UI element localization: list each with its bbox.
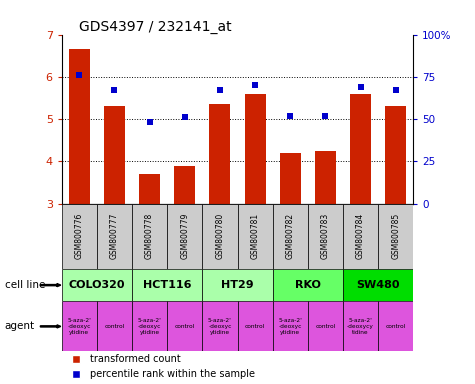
Text: GSM800780: GSM800780: [216, 213, 224, 259]
Text: 5-aza-2'
-deoxyc
ytidine: 5-aza-2' -deoxyc ytidine: [67, 318, 91, 335]
Bar: [174, 166, 195, 204]
Legend: transformed count, percentile rank within the sample: transformed count, percentile rank withi…: [66, 354, 255, 379]
Bar: [62, 204, 97, 269]
Text: GSM800776: GSM800776: [75, 213, 84, 259]
Bar: [308, 301, 343, 351]
Text: 5-aza-2'
-deoxyc
ytidine: 5-aza-2' -deoxyc ytidine: [208, 318, 232, 335]
Bar: [343, 301, 378, 351]
Bar: [97, 301, 132, 351]
Text: control: control: [386, 324, 406, 329]
Text: GSM800779: GSM800779: [180, 213, 189, 259]
Bar: [132, 269, 202, 301]
Text: control: control: [175, 324, 195, 329]
Bar: [308, 204, 343, 269]
Text: control: control: [245, 324, 265, 329]
Bar: [104, 106, 125, 204]
Bar: [273, 269, 343, 301]
Bar: [343, 269, 413, 301]
Bar: [202, 301, 238, 351]
Bar: [62, 301, 97, 351]
Bar: [167, 301, 202, 351]
Text: control: control: [104, 324, 124, 329]
Text: GSM800784: GSM800784: [356, 213, 365, 259]
Bar: [378, 301, 413, 351]
Bar: [315, 151, 336, 204]
Bar: [139, 174, 160, 204]
Text: GSM800777: GSM800777: [110, 213, 119, 259]
Bar: [273, 301, 308, 351]
Bar: [202, 269, 273, 301]
Bar: [62, 269, 132, 301]
Bar: [378, 204, 413, 269]
Text: 5-aza-2'
-deoxycy
tidine: 5-aza-2' -deoxycy tidine: [347, 318, 374, 335]
Bar: [238, 204, 273, 269]
Text: GSM800778: GSM800778: [145, 213, 154, 259]
Bar: [132, 301, 167, 351]
Bar: [132, 204, 167, 269]
Text: GSM800781: GSM800781: [251, 213, 259, 259]
Bar: [69, 50, 90, 204]
Bar: [202, 204, 238, 269]
Text: HCT116: HCT116: [143, 280, 191, 290]
Text: agent: agent: [5, 321, 35, 331]
Bar: [238, 301, 273, 351]
Text: GSM800783: GSM800783: [321, 213, 330, 259]
Text: GDS4397 / 232141_at: GDS4397 / 232141_at: [79, 20, 232, 33]
Text: COLO320: COLO320: [69, 280, 125, 290]
Text: HT29: HT29: [221, 280, 254, 290]
Bar: [97, 204, 132, 269]
Bar: [343, 204, 378, 269]
Bar: [280, 153, 301, 204]
Text: RKO: RKO: [295, 280, 321, 290]
Text: cell line: cell line: [5, 280, 45, 290]
Bar: [385, 106, 406, 204]
Text: GSM800785: GSM800785: [391, 213, 400, 259]
Bar: [167, 204, 202, 269]
Bar: [273, 204, 308, 269]
Bar: [350, 94, 371, 204]
Text: SW480: SW480: [356, 280, 400, 290]
Text: GSM800782: GSM800782: [286, 213, 294, 259]
Bar: [245, 94, 266, 204]
Text: 5-aza-2'
-deoxyc
ytidine: 5-aza-2' -deoxyc ytidine: [138, 318, 162, 335]
Bar: [209, 104, 230, 204]
Text: control: control: [315, 324, 335, 329]
Text: 5-aza-2'
-deoxyc
ytidine: 5-aza-2' -deoxyc ytidine: [278, 318, 302, 335]
